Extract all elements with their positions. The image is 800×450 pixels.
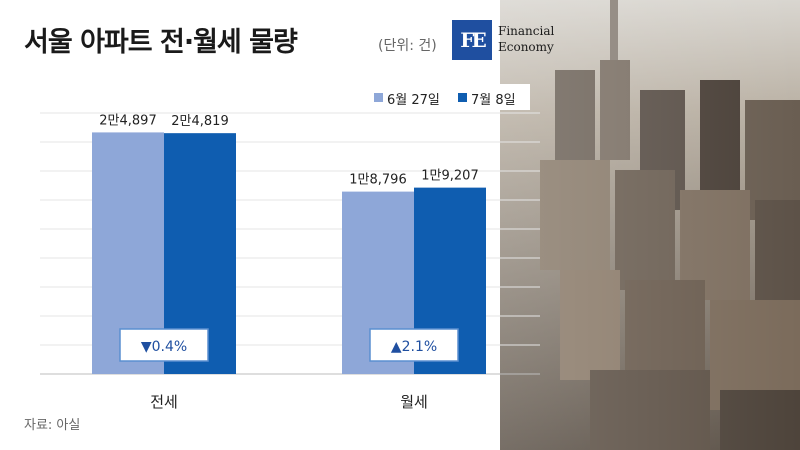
- publisher-logo: FE Financial Economy: [452, 20, 572, 60]
- legend-label-series-1: 6월 27일: [387, 93, 440, 108]
- change-badge-2: [369, 328, 459, 362]
- data-label-1-series-1: 2만4,897: [99, 113, 156, 128]
- logo-line-2: Economy: [498, 40, 554, 54]
- legend-swatch-series-1: [374, 93, 383, 102]
- logo-mark: FE: [452, 20, 492, 60]
- category-label-2: 월세: [400, 393, 428, 411]
- data-label-2-series-1: 1만8,796: [349, 173, 406, 188]
- legend-label-series-2: 7월 8일: [471, 93, 516, 108]
- logo-line-1: Financial: [498, 24, 555, 38]
- change-text-2: ▲2.1%: [391, 339, 437, 355]
- legend: 6월 27일 7월 8일: [352, 84, 530, 110]
- data-label-1-series-2: 2만4,819: [171, 114, 228, 129]
- source-note: 자료: 아실: [24, 418, 81, 433]
- chart-title: 서울 아파트 전·월세 물량: [24, 27, 298, 58]
- category-label-1: 전세: [150, 393, 178, 411]
- unit-label: (단위: 건): [378, 38, 437, 54]
- change-badge-1: [119, 328, 209, 362]
- legend-swatch-series-2: [458, 93, 467, 102]
- change-text-1: ▼0.4%: [141, 339, 187, 355]
- data-label-2-series-2: 1만9,207: [421, 169, 478, 184]
